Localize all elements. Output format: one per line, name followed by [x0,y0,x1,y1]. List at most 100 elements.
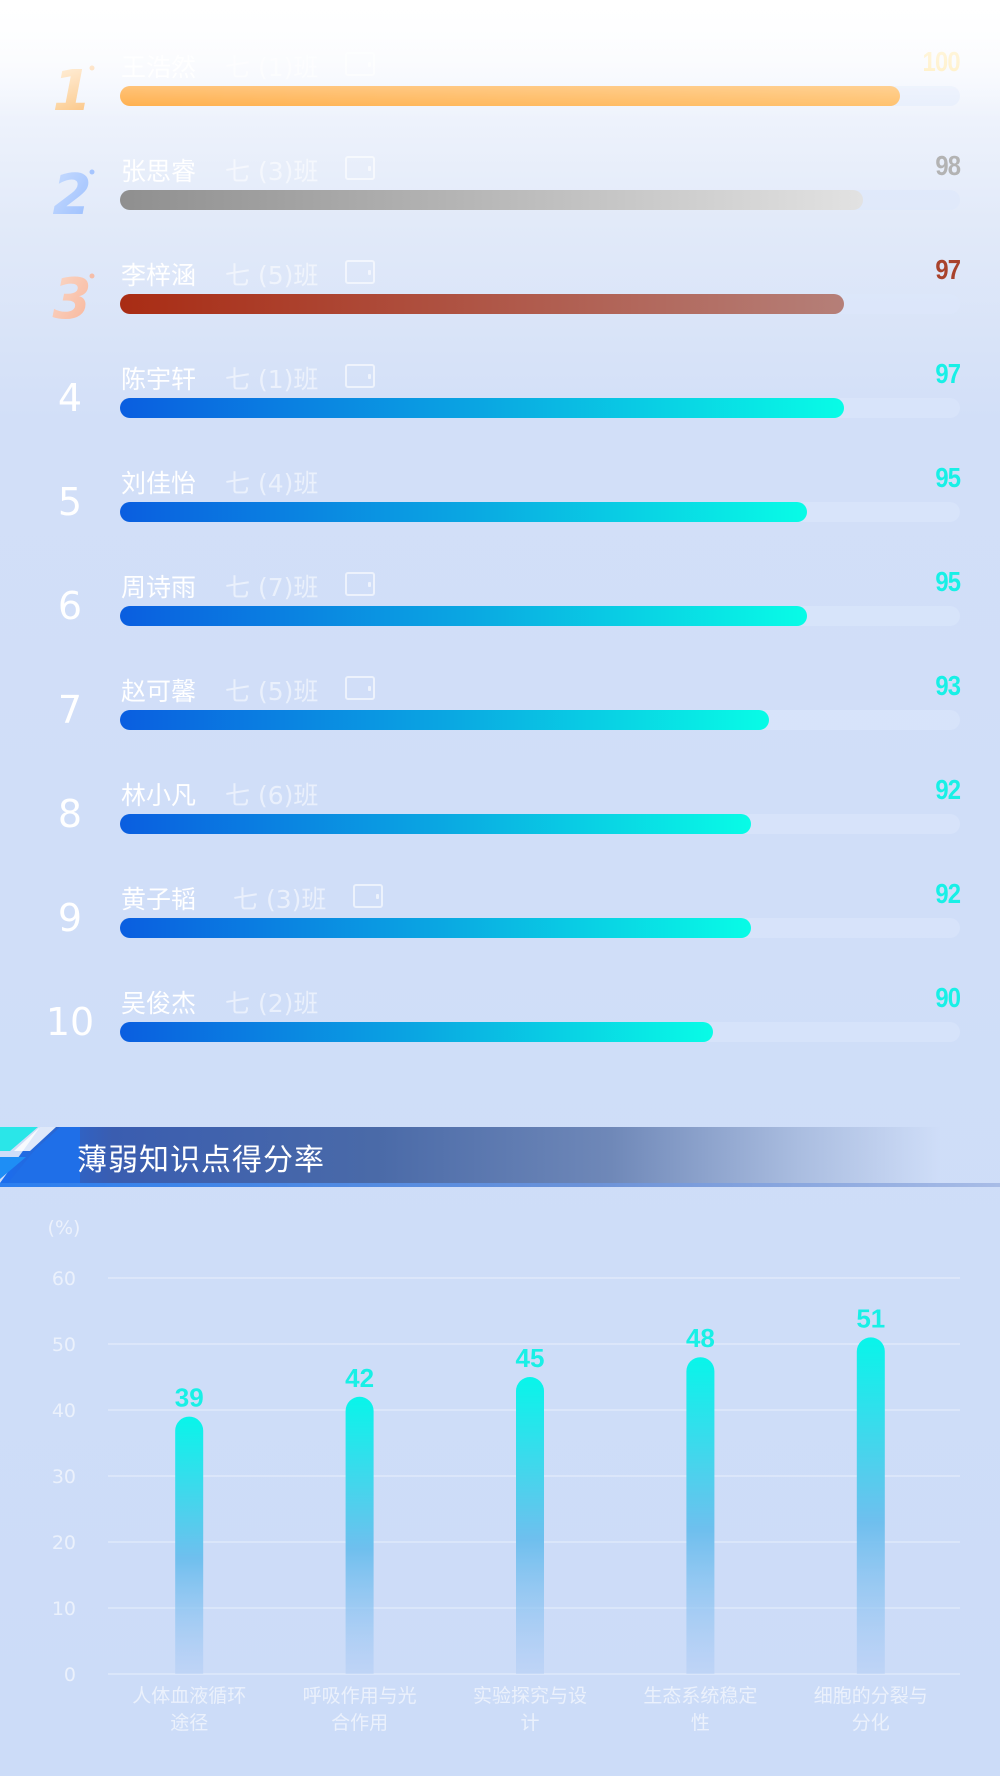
class-badge-icon [345,572,375,596]
student-class: 七 (4)班 [225,469,319,498]
student-name: 陈宇轩 [121,365,197,394]
rank-number: 7 [57,688,83,732]
class-badge-icon [345,676,375,700]
bar-value-label: 45 [516,1343,545,1373]
x-category-label: 合作用 [331,1712,388,1734]
x-category-label: 分化 [852,1712,890,1734]
rank-row: 3 李梓涵七 (5)班 97 [0,248,1000,352]
section-accent-icon [0,1127,80,1183]
student-name: 吴俊杰 [121,989,197,1018]
score-bar-track [120,710,960,730]
student-class: 七 (6)班 [225,781,319,810]
score-bar-fill [120,190,863,210]
bar-value-label: 51 [856,1303,885,1333]
student-class: 七 (5)班 [225,261,319,290]
score-value: 92 [935,878,961,909]
rank-row: 9 黄子韬 七 (3)班 92 [0,872,1000,976]
x-category-label: 性 [691,1712,710,1734]
student-class: 七 (7)班 [225,573,319,602]
svg-text:3: 3 [53,267,92,330]
rank-row: 6 周诗雨七 (7)班 95 [0,560,1000,664]
student-name: 周诗雨 [121,573,197,602]
student-class: 七 (3)班 [225,157,319,186]
rank-number: 6 [57,584,83,628]
rank-row: 5 刘佳怡七 (4)班 95 [0,456,1000,560]
rank-row: 1 王浩然七 (1)班 100 [0,40,1000,144]
knowledge-point-chart: (%) 0 10 20 30 40 50 60 39 人体血液循环 途径 42 呼吸作用与光 合作用 45 实… [0,1210,1000,1750]
class-badge-icon [345,364,375,388]
section-underline [0,1183,1000,1187]
svg-text:1: 1 [53,59,92,122]
score-value: 97 [935,254,961,285]
score-bar-fill [120,502,807,522]
svg-text:2: 2 [53,163,92,226]
score-bar-fill [120,606,807,626]
score-bar-track [120,86,960,106]
student-name: 赵可馨 [121,677,197,706]
y-tick-label: 20 [52,1532,76,1554]
rank-row: 4 陈宇轩七 (1)班 97 [0,352,1000,456]
chart-bar [175,1416,204,1674]
score-bar-track [120,398,960,418]
rank-row: 8 林小凡七 (6)班 92 [0,768,1000,872]
rank-row: 7 赵可馨七 (5)班 93 [0,664,1000,768]
y-axis-unit: (%) [48,1217,81,1239]
score-bar-track [120,1022,960,1042]
y-tick-label: 60 [52,1268,76,1290]
bar-value-label: 39 [175,1383,204,1413]
rank-number: 9 [57,896,83,940]
chart-bar [686,1357,715,1674]
class-badge-icon [353,884,383,908]
score-bar-fill [120,918,751,938]
student-name: 张思睿 [121,157,197,186]
y-tick-label: 40 [52,1400,76,1422]
class-badge-icon [345,156,375,180]
student-class: 七 (2)班 [225,989,319,1018]
y-tick-label: 10 [52,1598,76,1620]
gold-medal-icon: 1 [42,58,102,124]
rank-row: 2 张思睿七 (3)班 98 [0,144,1000,248]
section-header: 薄弱知识点得分率 [0,1127,1000,1189]
score-bar-fill [120,1022,713,1042]
score-value: 95 [935,566,961,597]
chart-bar [516,1377,544,1674]
score-bar-track [120,814,960,834]
student-name: 李梓涵 [121,261,197,290]
y-tick-label: 50 [52,1334,76,1356]
score-value: 90 [935,982,961,1013]
x-category-label: 细胞的分裂与 [814,1685,928,1707]
rank-number: 8 [57,792,83,836]
student-class: 七 (1)班 [225,365,319,394]
student-name: 刘佳怡 [121,469,197,498]
bar-value-label: 48 [686,1323,715,1353]
score-value: 92 [935,774,961,805]
score-value: 97 [935,358,961,389]
score-bar-fill [120,294,844,314]
class-badge-icon [345,260,375,284]
y-tick-label: 0 [64,1664,76,1686]
silver-medal-icon: 2 [42,162,102,228]
section-banner [0,1127,940,1183]
score-value: 93 [935,670,961,701]
x-category-label: 呼吸作用与光 [303,1685,417,1707]
x-category-label: 生态系统稳定 [643,1685,757,1707]
score-value: 100 [922,46,961,77]
student-name: 王浩然 [121,53,197,82]
student-name: 黄子韬 [121,885,197,914]
rank-number: 10 [45,1000,95,1044]
score-bar-track [120,294,960,314]
rank-number: 5 [57,480,83,524]
rank-row: 10 吴俊杰七 (2)班 90 [0,976,1000,1080]
score-value: 98 [935,150,961,181]
score-bar-track [120,606,960,626]
x-category-label: 人体血液循环 [132,1685,246,1707]
class-badge-icon [345,52,375,76]
score-bar-fill [120,398,844,418]
score-bar-track [120,918,960,938]
bronze-medal-icon: 3 [42,266,102,332]
x-category-label: 途径 [170,1712,208,1734]
score-bar-fill [120,86,900,106]
y-tick-label: 30 [52,1466,76,1488]
student-class: 七 (3)班 [233,885,327,914]
